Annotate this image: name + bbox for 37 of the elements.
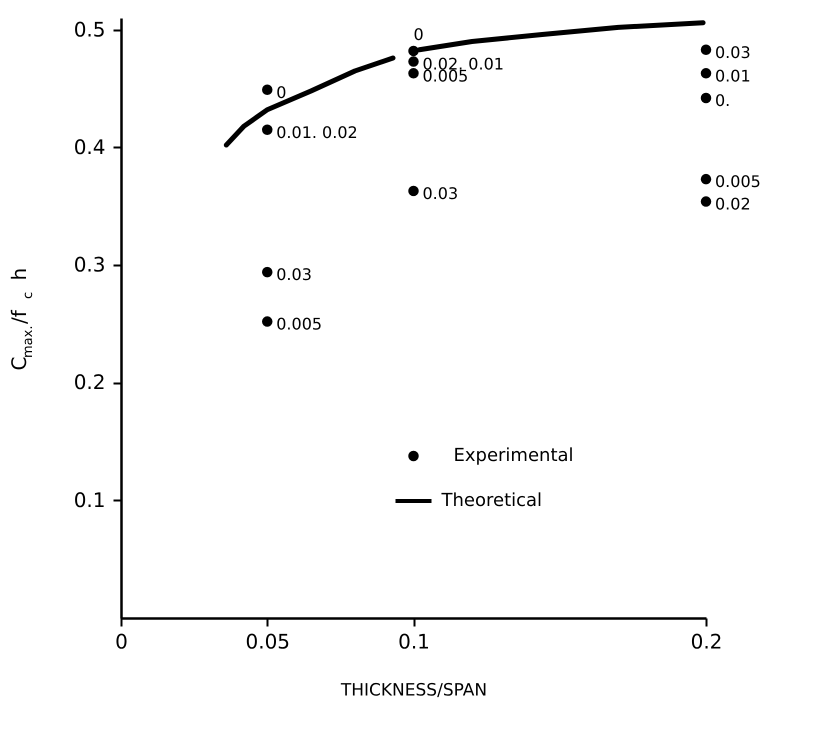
point xyxy=(262,266,272,278)
point xyxy=(408,56,419,67)
point xyxy=(408,46,419,56)
y-tick-label: 0.3 xyxy=(74,252,106,277)
x-axis-title: THICKNESS/SPAN xyxy=(340,680,488,700)
annotation: 0.03 xyxy=(422,184,458,203)
y-tick-label: 0.2 xyxy=(74,370,106,394)
annotation: 0.02 xyxy=(715,194,751,214)
annotation: 0.005 xyxy=(276,314,322,334)
point xyxy=(262,124,272,135)
annotation: 0.03 xyxy=(276,265,312,284)
x-tick-label: 0.1 xyxy=(398,630,430,654)
point xyxy=(262,316,272,327)
point xyxy=(408,186,419,196)
legend-label: Theoretical xyxy=(440,490,542,511)
point xyxy=(700,196,712,207)
point xyxy=(700,68,712,79)
y-tick-label: 0.1 xyxy=(74,488,106,512)
y-axis-title: Cmax./fc h xyxy=(7,268,36,370)
point xyxy=(262,84,272,95)
annotation: 0.01 xyxy=(715,66,751,86)
x-tick-label: 0.2 xyxy=(690,630,722,654)
point xyxy=(408,68,419,79)
legend-label: Experimental xyxy=(454,445,574,466)
point xyxy=(700,174,712,184)
y-tick-label: 0.5 xyxy=(74,17,106,42)
annotation: 0.03 xyxy=(715,42,751,62)
point xyxy=(700,92,712,104)
annotation: 0.005 xyxy=(715,172,761,192)
annotation: 0 xyxy=(414,24,424,44)
annotation: 0 xyxy=(276,82,286,102)
annotation: 0.01. 0.02 xyxy=(276,122,358,142)
x-tick-label: 0.05 xyxy=(245,630,290,654)
point xyxy=(700,44,712,55)
annotation: 0. xyxy=(715,91,730,110)
y-tick-label: 0.4 xyxy=(74,134,106,159)
x-tick-label: 0 xyxy=(115,630,128,654)
